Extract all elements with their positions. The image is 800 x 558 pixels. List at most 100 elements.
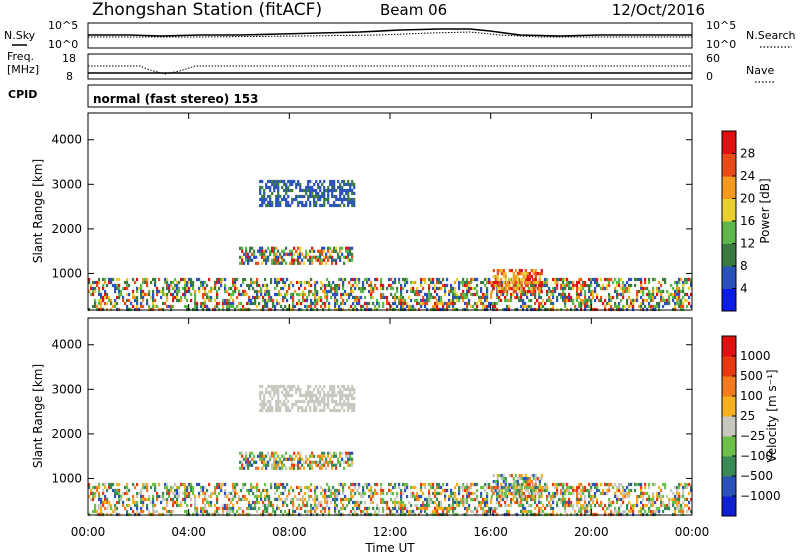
range-gate-cell [484,488,487,493]
range-gate-cell [576,283,579,288]
range-gate-cell [174,488,177,493]
range-gate-cell [261,194,264,199]
range-gate-cell [510,277,513,282]
range-gate-cell [353,390,356,395]
range-gate-cell [309,460,312,464]
range-gate-cell [310,277,313,282]
range-gate-cell [242,289,245,294]
range-gate-cell [324,292,327,297]
range-gate-cell [186,289,189,294]
range-gate-cell [688,506,691,511]
range-gate-cell [394,292,397,297]
range-gate-cell [347,396,350,401]
range-gate-cell [524,272,527,276]
range-gate-cell [348,500,351,505]
range-gate-cell [228,298,231,303]
range-gate-cell [291,405,294,410]
range-gate-cell [500,269,503,273]
range-gate-cell [620,298,623,303]
range-gate-cell [250,503,253,508]
range-gate-cell [279,194,282,199]
range-gate-cell [264,277,267,282]
range-gate-cell [454,506,457,511]
range-gate-cell [502,495,505,499]
range-gate-cell [388,506,391,511]
range-gate-cell [644,503,647,508]
range-gate-cell [273,246,276,250]
range-gate-cell [297,255,300,259]
range-gate-cell [434,289,437,294]
range-gate-cell [265,390,268,395]
range-gate-cell [454,500,457,505]
range-gate-cell [342,497,345,502]
range-gate-cell [275,203,278,208]
range-gate-cell [368,506,371,511]
range-gate-cell [138,491,141,496]
range-gate-cell [224,301,227,306]
range-gate-cell [298,280,301,285]
range-gate-cell [323,399,326,404]
range-gate-cell [590,488,593,493]
range-gate-cell [496,269,499,273]
range-gate-cell [344,292,347,297]
range-gate-cell [546,280,549,285]
range-gate-cell [298,503,301,508]
range-gate-cell [382,301,385,306]
range-gate-cell [538,489,541,493]
range-gate-cell [301,399,304,404]
range-gate-cell [124,506,127,511]
range-gate-cell [468,494,471,499]
range-gate-cell [222,304,225,309]
range-gate-cell [319,185,322,190]
range-gate-cell [270,482,273,487]
range-gate-cell [218,485,221,490]
range-gate-cell [640,286,643,291]
range-gate-cell [204,503,207,508]
range-gate-cell [202,292,205,297]
range-gate-cell [114,283,117,288]
range-gate-cell [548,491,551,496]
range-gate-cell [560,295,563,300]
range-gate-cell [458,500,461,505]
range-gate-cell [353,396,356,401]
range-gate-cell [255,460,258,464]
range-gate-cell [158,277,161,282]
range-gate-cell [252,491,255,496]
range-gate-cell [285,387,288,392]
range-gate-cell [378,301,381,306]
range-gate-cell [600,295,603,300]
range-gate-cell [162,494,165,499]
range-gate-cell [114,488,117,493]
range-gate-cell [516,483,519,487]
range-gate-cell [334,301,337,306]
range-gate-cell [344,482,347,487]
range-gate-cell [540,500,543,505]
range-gate-cell [570,485,573,490]
range-gate-cell [196,301,199,306]
range-gate-cell [140,509,143,514]
range-gate-cell [690,482,693,487]
range-gate-cell [104,494,107,499]
range-gate-cell [592,500,595,505]
range-gate-cell [496,497,499,502]
range-gate-cell [289,393,292,398]
range-gate-cell [508,503,511,508]
range-gate-cell [104,500,107,505]
colorbar-segment [722,266,736,289]
range-gate-cell [347,182,350,187]
range-gate-cell [452,295,455,300]
range-gate-cell [354,503,357,508]
range-gate-cell [618,292,621,297]
range-gate-cell [285,203,288,208]
range-gate-cell [96,304,99,309]
range-gate-cell [504,295,507,300]
range-gate-cell [274,497,277,502]
range-gate-cell [285,402,288,407]
range-gate-cell [272,509,275,514]
range-gate-cell [656,286,659,291]
range-gate-cell [321,249,324,253]
range-gate-cell [426,292,429,297]
range-gate-cell [222,503,225,508]
range-gate-cell [118,500,121,505]
range-gate-cell [279,399,282,404]
